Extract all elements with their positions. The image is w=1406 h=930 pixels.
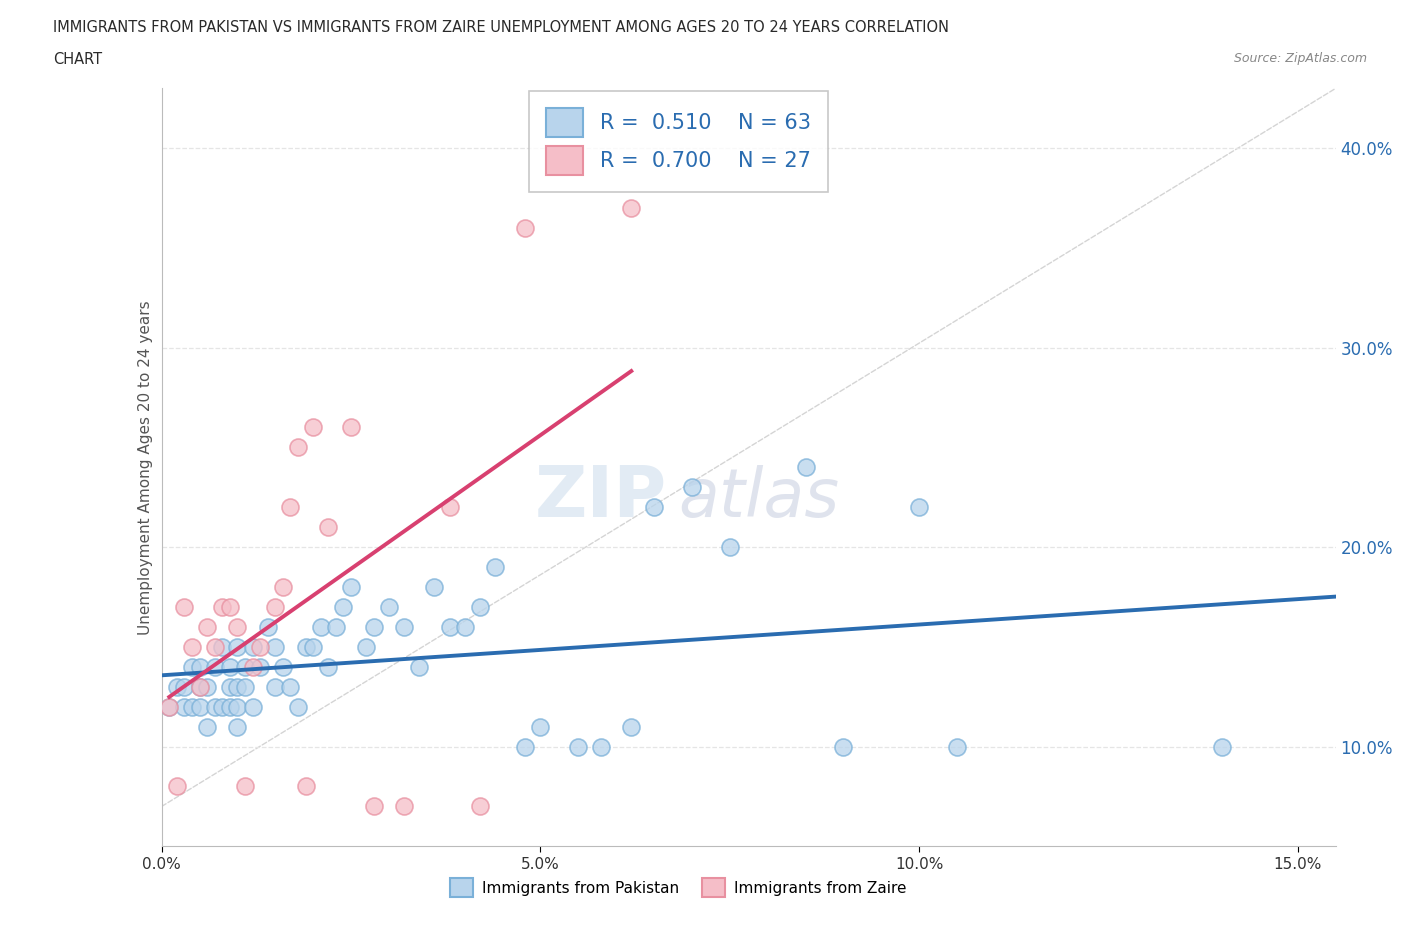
Point xyxy=(211,640,233,655)
Point xyxy=(620,719,643,734)
Point xyxy=(280,499,302,514)
Point xyxy=(567,739,589,754)
Text: ZIP: ZIP xyxy=(534,463,666,532)
Point xyxy=(392,619,415,634)
Point xyxy=(620,201,643,216)
Point xyxy=(264,640,287,655)
Point xyxy=(318,659,340,674)
Point xyxy=(908,499,931,514)
Point xyxy=(392,799,415,814)
Point xyxy=(256,619,278,634)
Point xyxy=(157,699,180,714)
Point xyxy=(363,799,385,814)
Point xyxy=(484,560,506,575)
Legend: Immigrants from Pakistan, Immigrants from Zaire: Immigrants from Pakistan, Immigrants fro… xyxy=(444,872,912,903)
Point xyxy=(294,640,316,655)
Point xyxy=(204,699,226,714)
Point xyxy=(211,600,233,615)
Point xyxy=(173,699,195,714)
Point xyxy=(408,659,430,674)
Point xyxy=(195,719,218,734)
Point xyxy=(515,220,537,235)
Point xyxy=(318,520,340,535)
Point xyxy=(195,619,218,634)
Point xyxy=(515,739,537,754)
Point xyxy=(264,679,287,694)
Point xyxy=(468,600,491,615)
Point xyxy=(242,699,264,714)
Point xyxy=(204,640,226,655)
Point xyxy=(280,679,302,694)
Point xyxy=(188,659,211,674)
Point xyxy=(218,659,240,674)
Point xyxy=(195,679,218,694)
Point xyxy=(204,659,226,674)
Point xyxy=(794,460,817,475)
Point xyxy=(529,719,551,734)
Point xyxy=(173,679,195,694)
Point xyxy=(287,699,309,714)
Point xyxy=(332,600,354,615)
Point xyxy=(249,640,271,655)
Point xyxy=(423,579,446,594)
Y-axis label: Unemployment Among Ages 20 to 24 years: Unemployment Among Ages 20 to 24 years xyxy=(138,300,153,634)
Text: CHART: CHART xyxy=(53,52,103,67)
Point xyxy=(287,440,309,455)
Point xyxy=(218,699,240,714)
Point xyxy=(166,779,188,794)
Point xyxy=(166,679,188,694)
Point xyxy=(181,699,204,714)
Point xyxy=(643,499,665,514)
Point xyxy=(218,600,240,615)
Point xyxy=(302,640,325,655)
Point xyxy=(188,679,211,694)
Point xyxy=(832,739,855,754)
Point xyxy=(242,659,264,674)
Point xyxy=(218,679,240,694)
Point xyxy=(226,619,249,634)
Point xyxy=(340,420,363,435)
Point xyxy=(681,480,703,495)
Point xyxy=(188,679,211,694)
Point xyxy=(718,539,741,554)
Point xyxy=(309,619,332,634)
Point xyxy=(226,719,249,734)
Point xyxy=(439,619,461,634)
Point xyxy=(340,579,363,594)
Point xyxy=(294,779,316,794)
Point xyxy=(378,600,401,615)
Point xyxy=(226,679,249,694)
Text: atlas: atlas xyxy=(678,465,839,531)
Point xyxy=(188,699,211,714)
Point xyxy=(211,699,233,714)
Point xyxy=(325,619,347,634)
Point xyxy=(302,420,325,435)
Point xyxy=(249,659,271,674)
Point xyxy=(226,640,249,655)
Text: Source: ZipAtlas.com: Source: ZipAtlas.com xyxy=(1233,52,1367,65)
Point xyxy=(439,499,461,514)
Point xyxy=(271,579,294,594)
Point xyxy=(226,699,249,714)
Point xyxy=(468,799,491,814)
Point xyxy=(173,600,195,615)
Point xyxy=(233,659,256,674)
Point xyxy=(264,600,287,615)
Point xyxy=(589,739,612,754)
Point xyxy=(157,699,180,714)
Point xyxy=(242,640,264,655)
Point xyxy=(354,640,377,655)
Point xyxy=(233,679,256,694)
Point xyxy=(271,659,294,674)
Point xyxy=(181,659,204,674)
Point xyxy=(233,779,256,794)
Point xyxy=(363,619,385,634)
Text: IMMIGRANTS FROM PAKISTAN VS IMMIGRANTS FROM ZAIRE UNEMPLOYMENT AMONG AGES 20 TO : IMMIGRANTS FROM PAKISTAN VS IMMIGRANTS F… xyxy=(53,20,949,35)
Point xyxy=(1211,739,1233,754)
Point xyxy=(453,619,475,634)
Point xyxy=(181,640,204,655)
Point xyxy=(946,739,969,754)
